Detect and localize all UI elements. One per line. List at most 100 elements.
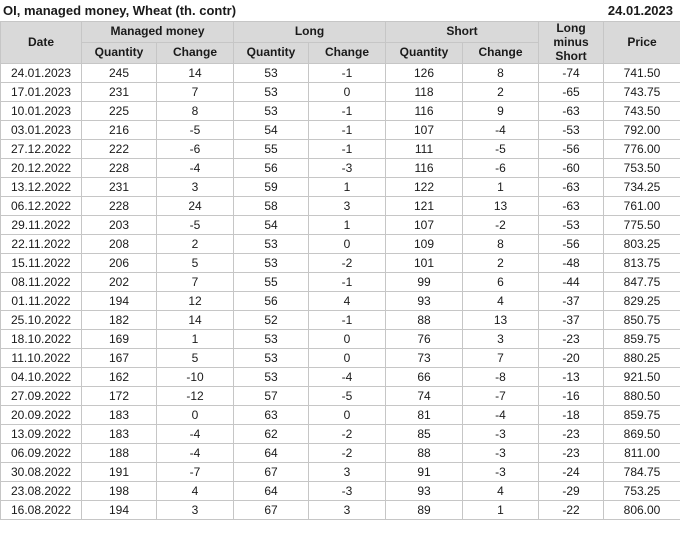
table-row: 18.10.2022 169 1 53 0 76 3 -23 859.75 bbox=[0, 329, 680, 350]
price-cell: 776.00 bbox=[603, 139, 680, 160]
short-change-cell: -3 bbox=[462, 443, 540, 464]
date-cell: 29.11.2022 bbox=[0, 215, 82, 236]
mm-quantity-cell: 183 bbox=[81, 405, 157, 426]
long-minus-short-cell: -24 bbox=[538, 462, 605, 483]
table-row: 06.09.2022 188 -4 64 -2 88 -3 -23 811.00 bbox=[0, 443, 680, 464]
short-change-cell: 8 bbox=[462, 63, 540, 84]
long-minus-short-cell: -56 bbox=[538, 234, 605, 255]
header-mm-change: Change bbox=[156, 42, 234, 65]
long-quantity-cell: 53 bbox=[233, 82, 309, 103]
short-quantity-cell: 88 bbox=[385, 310, 464, 331]
price-cell: 741.50 bbox=[603, 63, 680, 84]
long-change-cell: 3 bbox=[307, 500, 387, 521]
long-quantity-cell: 54 bbox=[233, 120, 309, 141]
long-change-cell: 4 bbox=[307, 291, 387, 312]
short-change-cell: -3 bbox=[462, 462, 540, 483]
table-row: 22.11.2022 208 2 53 0 109 8 -56 803.25 bbox=[0, 234, 680, 255]
mm-change-cell: 14 bbox=[156, 310, 234, 331]
long-quantity-cell: 67 bbox=[233, 500, 309, 521]
long-minus-short-cell: -29 bbox=[538, 481, 605, 502]
date-cell: 22.11.2022 bbox=[0, 234, 82, 255]
long-change-cell: -2 bbox=[307, 253, 387, 274]
date-cell: 13.12.2022 bbox=[0, 177, 82, 198]
mm-change-cell: 3 bbox=[156, 500, 234, 521]
long-quantity-cell: 55 bbox=[233, 272, 309, 293]
short-change-cell: 4 bbox=[462, 291, 540, 312]
header-long-minus-short: Long minus Short bbox=[538, 20, 605, 65]
long-minus-short-cell: -18 bbox=[538, 405, 605, 426]
short-change-cell: -4 bbox=[462, 120, 540, 141]
short-quantity-cell: 109 bbox=[385, 234, 464, 255]
long-change-cell: -2 bbox=[307, 424, 387, 445]
price-cell: 753.25 bbox=[603, 481, 680, 502]
mm-quantity-cell: 202 bbox=[81, 272, 157, 293]
price-cell: 859.75 bbox=[603, 405, 680, 426]
long-change-cell: -3 bbox=[307, 158, 387, 179]
short-quantity-cell: 116 bbox=[385, 158, 464, 179]
short-quantity-cell: 88 bbox=[385, 443, 464, 464]
header-short: Short bbox=[385, 20, 540, 44]
mm-change-cell: -4 bbox=[156, 158, 234, 179]
mm-change-cell: -4 bbox=[156, 424, 234, 445]
table-row: 29.11.2022 203 -5 54 1 107 -2 -53 775.50 bbox=[0, 215, 680, 236]
date-cell: 20.12.2022 bbox=[0, 158, 82, 179]
price-cell: 775.50 bbox=[603, 215, 680, 236]
mm-quantity-cell: 228 bbox=[81, 158, 157, 179]
short-quantity-cell: 89 bbox=[385, 500, 464, 521]
date-cell: 15.11.2022 bbox=[0, 253, 82, 274]
table-row: 08.11.2022 202 7 55 -1 99 6 -44 847.75 bbox=[0, 272, 680, 293]
short-quantity-cell: 73 bbox=[385, 348, 464, 369]
long-minus-short-cell: -63 bbox=[538, 196, 605, 217]
short-change-cell: -4 bbox=[462, 405, 540, 426]
table-row: 30.08.2022 191 -7 67 3 91 -3 -24 784.75 bbox=[0, 462, 680, 483]
mm-change-cell: 7 bbox=[156, 82, 234, 103]
mm-change-cell: 12 bbox=[156, 291, 234, 312]
mm-change-cell: 5 bbox=[156, 348, 234, 369]
short-quantity-cell: 122 bbox=[385, 177, 464, 198]
report-title: OI, managed money, Wheat (th. contr) bbox=[3, 3, 237, 18]
long-minus-short-cell: -74 bbox=[538, 63, 605, 84]
price-cell: 813.75 bbox=[603, 253, 680, 274]
price-cell: 921.50 bbox=[603, 367, 680, 388]
long-minus-short-cell: -16 bbox=[538, 386, 605, 407]
short-change-cell: -2 bbox=[462, 215, 540, 236]
mm-quantity-cell: 228 bbox=[81, 196, 157, 217]
short-change-cell: 13 bbox=[462, 310, 540, 331]
price-cell: 792.00 bbox=[603, 120, 680, 141]
long-change-cell: -2 bbox=[307, 443, 387, 464]
long-change-cell: -1 bbox=[307, 101, 387, 122]
mm-quantity-cell: 167 bbox=[81, 348, 157, 369]
long-change-cell: -1 bbox=[307, 120, 387, 141]
date-cell: 24.01.2023 bbox=[0, 63, 82, 84]
date-cell: 30.08.2022 bbox=[0, 462, 82, 483]
mm-quantity-cell: 198 bbox=[81, 481, 157, 502]
price-cell: 753.50 bbox=[603, 158, 680, 179]
mm-change-cell: 3 bbox=[156, 177, 234, 198]
date-cell: 11.10.2022 bbox=[0, 348, 82, 369]
table-row: 15.11.2022 206 5 53 -2 101 2 -48 813.75 bbox=[0, 253, 680, 274]
mm-quantity-cell: 183 bbox=[81, 424, 157, 445]
mm-quantity-cell: 231 bbox=[81, 82, 157, 103]
short-change-cell: 1 bbox=[462, 177, 540, 198]
short-change-cell: 8 bbox=[462, 234, 540, 255]
title-bar: OI, managed money, Wheat (th. contr) 24.… bbox=[0, 0, 680, 21]
mm-quantity-cell: 203 bbox=[81, 215, 157, 236]
date-cell: 10.01.2023 bbox=[0, 101, 82, 122]
short-quantity-cell: 76 bbox=[385, 329, 464, 350]
table-row: 17.01.2023 231 7 53 0 118 2 -65 743.75 bbox=[0, 82, 680, 103]
mm-change-cell: 7 bbox=[156, 272, 234, 293]
date-cell: 23.08.2022 bbox=[0, 481, 82, 502]
price-cell: 761.00 bbox=[603, 196, 680, 217]
long-quantity-cell: 56 bbox=[233, 291, 309, 312]
long-minus-short-cell: -53 bbox=[538, 120, 605, 141]
mm-quantity-cell: 225 bbox=[81, 101, 157, 122]
long-change-cell: -3 bbox=[307, 481, 387, 502]
mm-quantity-cell: 222 bbox=[81, 139, 157, 160]
price-cell: 743.50 bbox=[603, 101, 680, 122]
long-change-cell: -1 bbox=[307, 272, 387, 293]
mm-quantity-cell: 206 bbox=[81, 253, 157, 274]
short-change-cell: 13 bbox=[462, 196, 540, 217]
short-quantity-cell: 107 bbox=[385, 215, 464, 236]
header-short-quantity: Quantity bbox=[385, 42, 464, 65]
price-cell: 880.50 bbox=[603, 386, 680, 407]
